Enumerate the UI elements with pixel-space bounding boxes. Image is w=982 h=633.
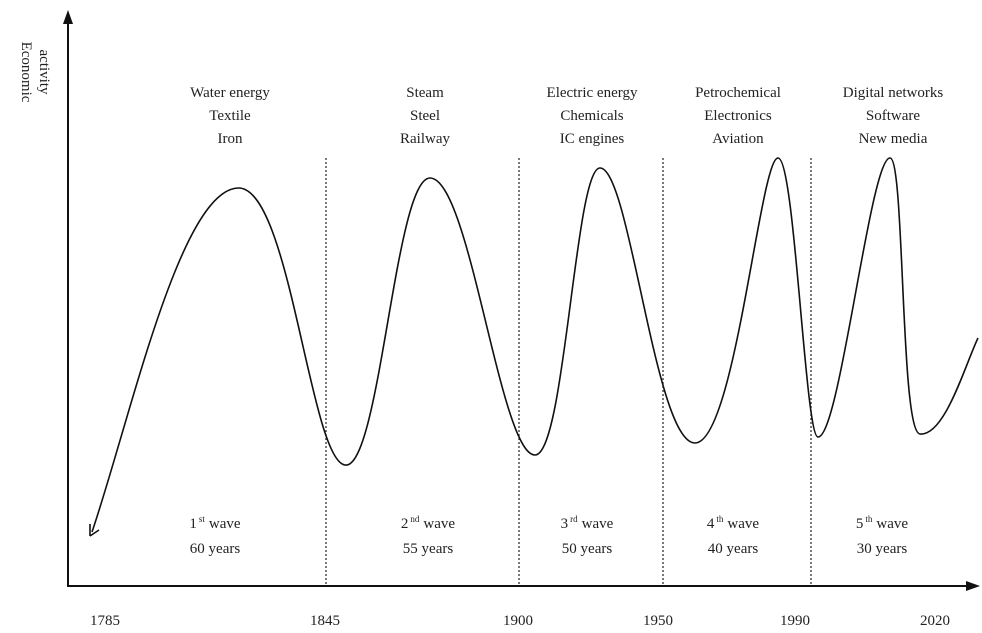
technology: Textile [209,108,251,124]
dividers [325,158,812,586]
wave-suffix: rd [570,514,578,524]
technology: Railway [400,131,450,147]
wave-ordinal: 3 [561,516,569,532]
wave-word: wave [727,516,759,532]
wave-suffix: th [865,514,873,524]
x-label: 1845 [310,613,340,629]
wave-suffix: th [716,514,724,524]
y-axis-arrow [63,10,73,24]
technology: Electric energy [547,85,638,101]
x-label: 1900 [503,613,533,629]
technology: Steam [406,85,444,101]
technology: Iron [218,131,243,147]
wave-word: wave [876,516,908,532]
wave-ordinal: 4 [707,516,715,532]
wave-duration: 60 years [190,541,241,557]
technology: New media [859,131,928,147]
wave-word: wave [209,516,241,532]
wave-ordinal: 2 [401,516,409,532]
technology: Software [866,108,920,124]
technology: Chemicals [560,108,623,124]
technology: Aviation [712,131,764,147]
technology: Digital networks [843,85,944,101]
wave-ordinal: 5 [856,516,864,532]
wave-suffix: nd [410,514,420,524]
wave-suffix: st [199,514,206,524]
wave-word: wave [582,516,614,532]
technology: Water energy [190,85,270,101]
x-label: 1990 [780,613,810,629]
wave-duration: 55 years [403,541,454,557]
wave-curve [91,157,979,533]
wave-ordinal: 1 [189,516,197,532]
technology: Petrochemical [695,85,781,101]
wave-duration: 50 years [562,541,613,557]
technology: IC engines [560,131,625,147]
technology: Steel [410,108,440,124]
wave-duration: 40 years [708,541,759,557]
wave-word: wave [423,516,455,532]
wave-duration: 30 years [857,541,908,557]
x-label: 2020 [920,613,950,629]
x-axis-arrow [966,581,980,591]
x-label: 1785 [90,613,120,629]
curve-arrow [89,524,100,537]
y-axis-label: activity [36,50,52,95]
y-axis-label: Economic [18,42,34,103]
technology: Electronics [704,108,772,124]
x-label: 1950 [643,613,673,629]
